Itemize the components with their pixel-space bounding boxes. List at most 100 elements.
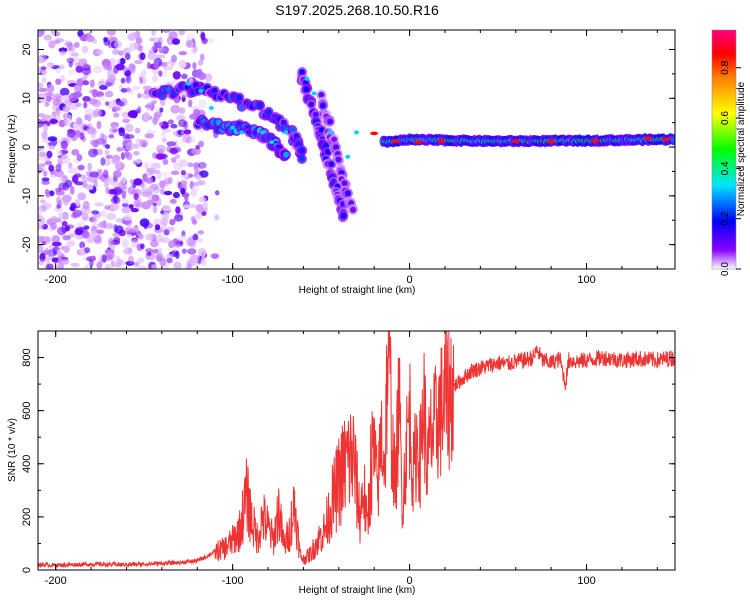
spectrogram-noise-blob — [133, 261, 140, 268]
spectrogram-noise-blob — [151, 74, 158, 83]
spectrogram-noise-blob — [101, 254, 107, 263]
spectrogram-noise-blob — [187, 248, 197, 255]
spectrogram-noise-blob — [166, 257, 173, 264]
spectrogram-noise-blob — [60, 140, 68, 150]
spectrogram-noise-blob — [74, 57, 81, 62]
spectrogram-ytick-label: -20 — [21, 237, 33, 253]
spectrogram-noise-blob — [67, 167, 78, 174]
spectrogram-noise-blob — [161, 137, 167, 143]
spectrogram-noise-blob — [125, 75, 132, 84]
spectrogram-noise-blob — [96, 261, 103, 269]
figure-title: S197.2025.268.10.50.R16 — [275, 2, 439, 18]
spectrogram-noise-blob — [47, 136, 58, 142]
spectrogram-noise-blob — [110, 260, 116, 268]
spectrogram-noise-blob — [94, 202, 104, 207]
spectrogram-track-blob — [257, 102, 264, 109]
spectrogram-noise-blob — [131, 239, 139, 248]
spectrogram-bright-spot — [239, 130, 244, 135]
snr-xtick-label: -200 — [45, 575, 67, 587]
spectrogram-noise-blob — [170, 123, 178, 129]
spectrogram-noise-blob — [158, 36, 163, 46]
spectrogram-noise-blob — [202, 201, 209, 209]
spectrogram-noise-blob — [115, 218, 124, 223]
spectrogram-noise-blob — [152, 205, 158, 214]
spectrogram-noise-blob — [183, 204, 193, 209]
spectrogram-noise-blob — [143, 221, 148, 230]
spectrogram-noise-blob — [179, 137, 186, 147]
spectrogram-noise-blob — [189, 136, 196, 144]
spectrogram-track-blob — [671, 137, 675, 143]
spectrogram-noise-blob — [150, 162, 161, 170]
spectrogram-noise-blob — [81, 176, 89, 183]
spectrogram-noise-blob — [191, 47, 197, 54]
spectrogram-noise-blob — [38, 219, 45, 227]
spectrogram-noise-blob — [163, 229, 170, 236]
spectrogram-noise-blob — [187, 162, 194, 168]
spectrogram-noise-blob — [38, 209, 44, 214]
spectrogram-track-blob — [333, 144, 339, 151]
spectrogram-noise-blob — [195, 69, 203, 78]
spectrogram-noise-blob — [135, 37, 143, 44]
spectrogram-noise-blob — [104, 149, 110, 156]
spectrogram-track-blob — [345, 190, 351, 197]
spectrogram-noise-blob — [57, 263, 64, 269]
spectrogram-noise-blob — [147, 187, 154, 192]
spectrogram-noise-blob — [152, 218, 163, 227]
spectrogram-noise-blob — [43, 170, 48, 177]
spectrogram-noise-blob — [159, 257, 167, 267]
spectrogram-noise-blob — [59, 87, 70, 96]
spectrogram-noise-blob — [89, 79, 95, 88]
spectrogram-noise-blob — [106, 213, 117, 220]
spectrogram-bright-spot — [283, 130, 289, 135]
spectrogram-noise-blob — [64, 41, 72, 47]
spectrogram-noise-blob — [186, 237, 196, 247]
spectrogram-bright-spot — [230, 125, 236, 130]
colorbar-ticks: 0.0 0.2 0.4 0.6 0.8 — [720, 60, 741, 276]
spectrogram-noise-blob — [74, 228, 84, 236]
snr-xtick-label: 100 — [577, 575, 595, 587]
spectrogram-noise-blob — [178, 107, 186, 115]
spectrogram-noise-blob — [120, 152, 126, 160]
spectrogram-noise-blob — [160, 237, 170, 244]
spectrogram-noise-blob — [86, 113, 92, 122]
spectrogram-noise-blob — [154, 36, 160, 43]
colorbar-tick-label: 0.0 — [720, 262, 731, 276]
spectrogram-hotspot — [370, 131, 379, 136]
spectrogram-noise-blob — [111, 181, 122, 188]
spectrogram-noise-blob — [93, 65, 103, 74]
snr-plot-area — [38, 331, 675, 570]
spectrogram-noise-blob — [185, 40, 194, 48]
spectrogram-noise-blob — [86, 126, 96, 135]
spectrogram-hotspot — [414, 140, 423, 144]
spectrogram-noise-blob — [74, 222, 82, 229]
spectrogram-noise-blob — [59, 64, 65, 70]
spectrogram-noise-blob — [83, 225, 90, 230]
spectrogram-noise-blob — [44, 247, 49, 256]
spectrogram-noise-blob — [136, 230, 141, 237]
spectrogram-noise-blob — [145, 248, 154, 253]
spectrogram-noise-blob — [133, 143, 140, 150]
spectrogram-noise-blob — [172, 71, 181, 80]
spectrogram-noise-blob — [154, 224, 161, 231]
spectrogram-noise-blob — [80, 76, 87, 82]
spectrogram-noise-blob — [87, 162, 92, 171]
spectrogram-noise-blob — [180, 170, 186, 176]
spectrogram-noise-blob — [103, 64, 112, 71]
spectrogram-noise-blob — [97, 168, 103, 174]
spectrogram-noise-blob — [198, 162, 207, 169]
spectrogram-noise-blob — [172, 191, 180, 199]
spectrogram-noise-blob — [167, 176, 173, 185]
spectrogram-noise-blob — [61, 220, 68, 227]
spectrogram-noise-blob — [115, 161, 125, 171]
snr-series-line — [38, 331, 675, 569]
spectrogram-noise-blob — [170, 54, 178, 63]
spectrogram-noise-blob — [144, 133, 155, 139]
spectrogram-xtick-label: 100 — [577, 274, 595, 286]
spectrogram-noise-blob — [126, 49, 132, 54]
spectrogram-noise-blob — [74, 41, 80, 48]
spectrogram-track-blob — [340, 212, 347, 219]
spectrogram-noise-blob — [121, 190, 127, 199]
spectrogram-noise-blob — [63, 198, 69, 206]
spectrogram-noise-blob — [100, 210, 107, 218]
